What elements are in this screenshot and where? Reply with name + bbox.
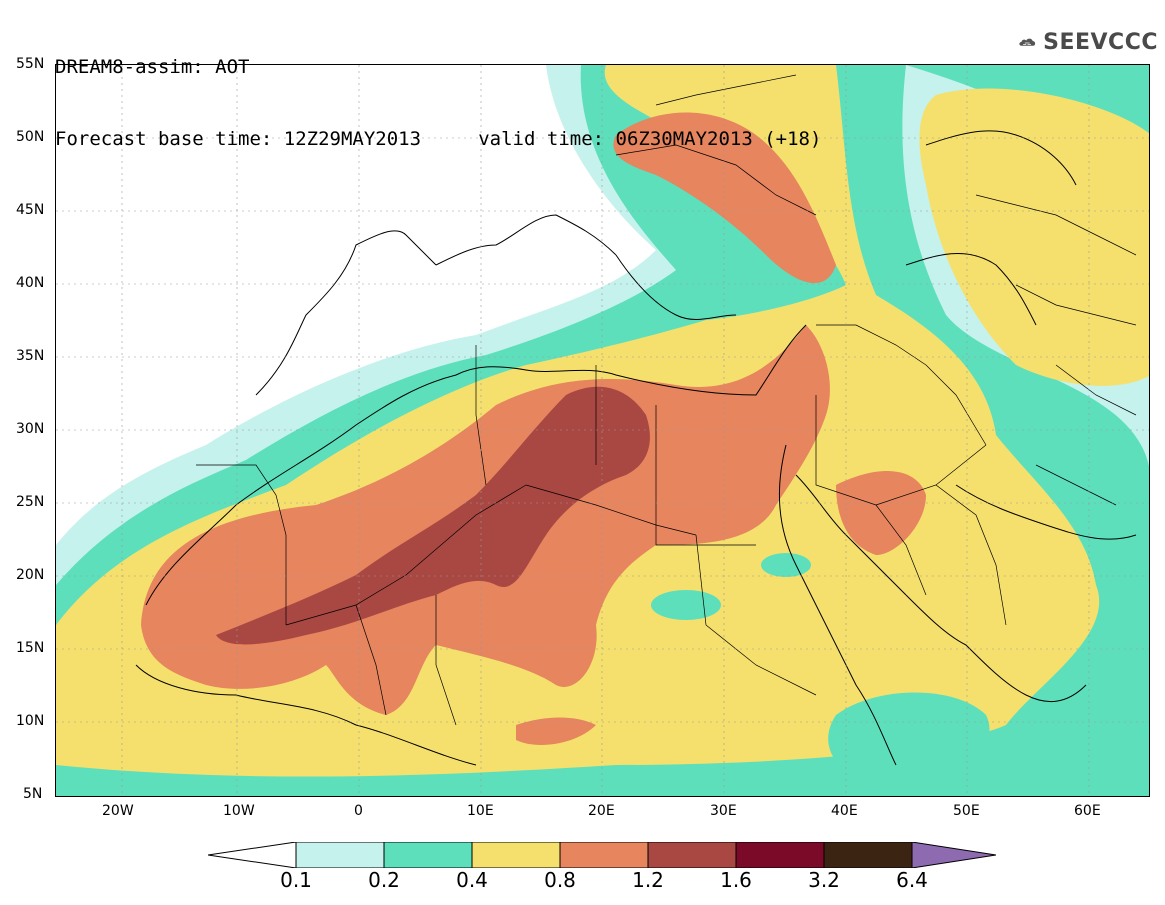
lon-label-40e: 40E <box>831 803 858 819</box>
lat-label-15n: 15N <box>16 640 45 656</box>
colorbar-label-1_6: 1.6 <box>720 868 752 892</box>
lon-label-0: 0 <box>354 803 363 819</box>
country-borders <box>196 74 1137 726</box>
colorbar-segment-1_2-1_6 <box>647 842 737 868</box>
colorbar-label-0_8: 0.8 <box>544 868 576 892</box>
lat-label-50n: 50N <box>16 129 45 145</box>
aot-map <box>55 64 1150 797</box>
aot-map-svg <box>56 65 1149 796</box>
lon-label-30e: 30E <box>710 803 737 819</box>
lat-label-30n: 30N <box>16 421 45 437</box>
seevccc-logo: SEEVCCC <box>1018 22 1158 62</box>
lat-label-10n: 10N <box>16 713 45 729</box>
chart-title-line2: Forecast base time: 12Z29MAY2013 valid t… <box>55 128 822 150</box>
lon-label-20e: 20E <box>588 803 615 819</box>
aot-contour-1_2 <box>216 386 650 645</box>
lat-label-35n: 35N <box>16 348 45 364</box>
colorbar-arrow-high <box>911 842 996 868</box>
colorbar-label-0_2: 0.2 <box>368 868 400 892</box>
lon-label-10e: 10E <box>467 803 494 819</box>
logo-text: SEEVCCC <box>1043 29 1158 55</box>
lat-label-40n: 40N <box>16 275 45 291</box>
colorbar-arrow-low <box>208 842 297 868</box>
lat-label-20n: 20N <box>16 567 45 583</box>
colorbar-segment-0_2-0_4 <box>383 842 473 868</box>
colorbar-segment-0_8-1_2 <box>559 842 649 868</box>
colorbar-label-3_2: 3.2 <box>808 868 840 892</box>
lon-label-50e: 50E <box>953 803 980 819</box>
chart-title-line1: DREAM8-assim: AOT <box>55 56 250 78</box>
colorbar <box>208 842 996 868</box>
chart-title-block: DREAM8-assim: AOT Forecast base time: 12… <box>55 7 821 175</box>
colorbar-segment-1_6-3_2 <box>735 842 825 868</box>
lat-label-55n: 55N <box>16 56 45 72</box>
gridlines <box>56 65 1149 796</box>
lon-label-10w: 10W <box>223 803 255 819</box>
lat-label-25n: 25N <box>16 494 45 510</box>
colorbar-label-1_2: 1.2 <box>632 868 664 892</box>
lon-label-20w: 20W <box>102 803 134 819</box>
colorbar-label-6_4: 6.4 <box>896 868 928 892</box>
lat-label-5n: 5N <box>23 786 43 802</box>
colorbar-label-0_4: 0.4 <box>456 868 488 892</box>
colorbar-segment-0_4-0_8 <box>471 842 561 868</box>
lat-label-45n: 45N <box>16 202 45 218</box>
colorbar-segment-3_2-6_4 <box>823 842 913 868</box>
cloud-logo-icon <box>1019 38 1036 46</box>
lon-label-60e: 60E <box>1074 803 1101 819</box>
colorbar-label-0_1: 0.1 <box>280 868 312 892</box>
coastlines <box>135 130 1137 766</box>
colorbar-segment-0_1-0_2 <box>295 842 385 868</box>
